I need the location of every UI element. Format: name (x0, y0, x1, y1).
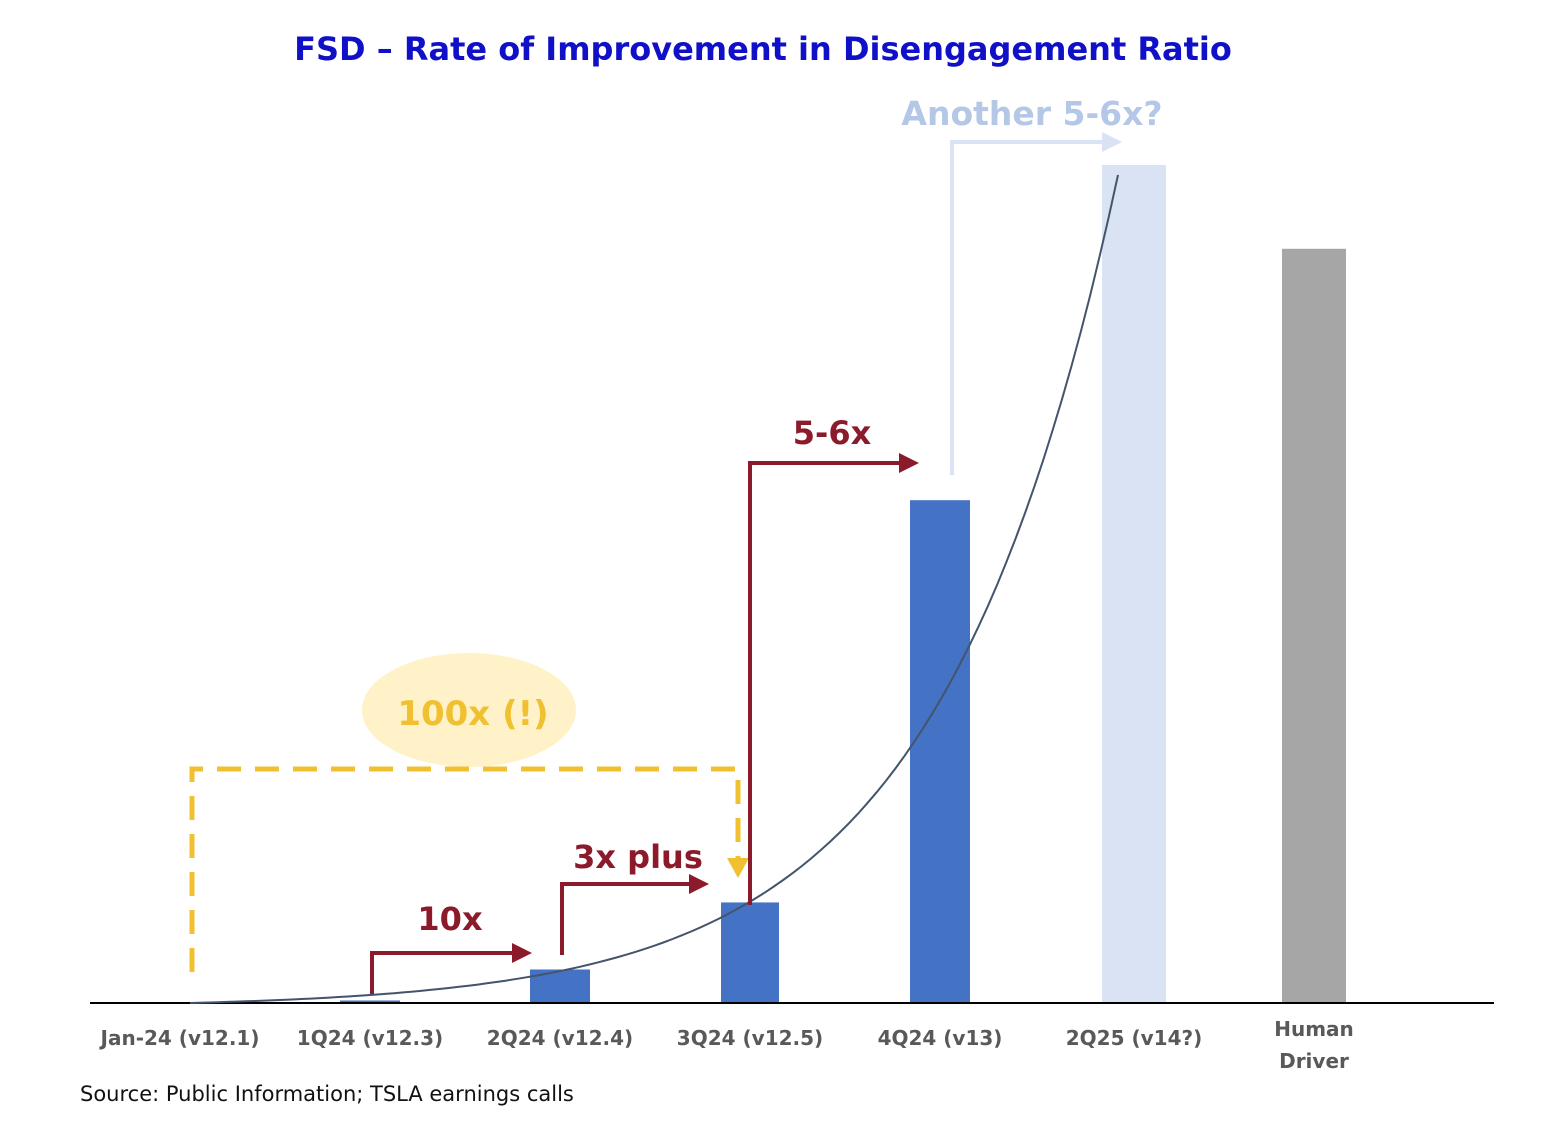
bar-3 (721, 902, 779, 1003)
x-tick-label: 2Q25 (v14?) (1066, 1026, 1202, 1050)
step-arrow-5-6x: 5-6x (748, 414, 919, 905)
step-arrow-future: Another 5-6x? (901, 94, 1163, 475)
step-future-label: Another 5-6x? (901, 94, 1162, 133)
step-10x-label: 10x (417, 900, 483, 938)
step-3x-label: 3x plus (573, 838, 703, 876)
x-tick-label: 2Q24 (v12.4) (487, 1026, 633, 1050)
bars (150, 165, 1346, 1004)
x-tick-label: Driver (1279, 1049, 1349, 1073)
bracket-100x-label: 100x (!) (397, 694, 548, 734)
bracket-100x: 100x (!) (189, 653, 749, 972)
bar-5 (1102, 165, 1166, 1003)
bracket-100x-arrowhead (727, 858, 749, 878)
x-tick-label: Human (1274, 1017, 1354, 1041)
source-note: Source: Public Information; TSLA earning… (80, 1082, 574, 1106)
bar-1 (340, 1000, 400, 1003)
chart-title: FSD – Rate of Improvement in Disengageme… (294, 30, 1232, 68)
bracket-100x-line (189, 766, 741, 972)
step-arrow-3x: 3x plus (560, 838, 709, 955)
bar-4 (910, 500, 970, 1003)
x-tick-label: 4Q24 (v13) (878, 1026, 1003, 1050)
x-tick-label: Jan-24 (v12.1) (99, 1026, 260, 1050)
trend-curve (189, 174, 1119, 1004)
bracket-100x-ellipse (362, 653, 576, 767)
step-arrow-10x: 10x (370, 900, 532, 994)
step-5-6x-label: 5-6x (793, 414, 872, 452)
bar-6 (1282, 248, 1346, 1004)
x-tick-label: 3Q24 (v12.5) (677, 1026, 823, 1050)
x-tick-labels: Jan-24 (v12.1) 1Q24 (v12.3) 2Q24 (v12.4) 3Q… (99, 1017, 1354, 1073)
x-tick-label: 1Q24 (v12.3) (297, 1026, 443, 1050)
